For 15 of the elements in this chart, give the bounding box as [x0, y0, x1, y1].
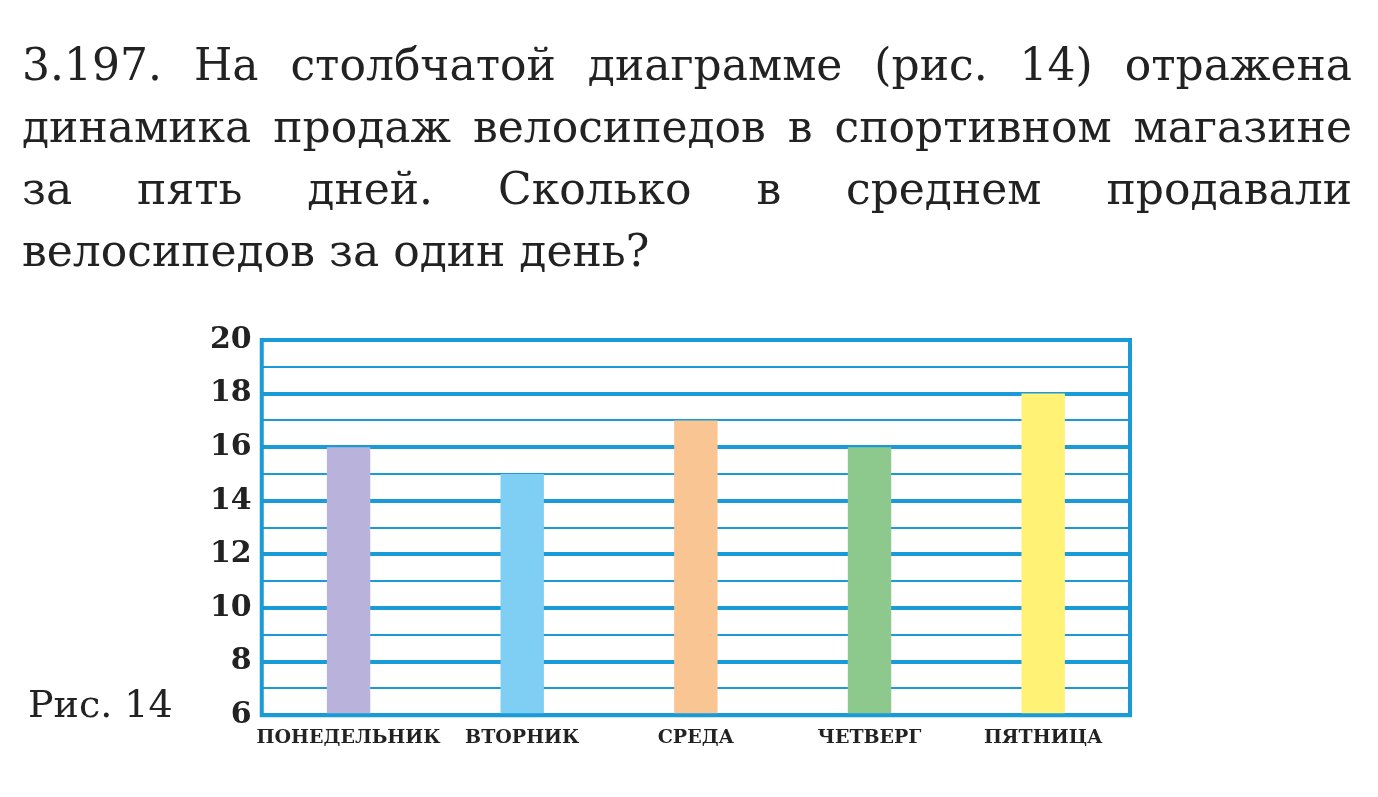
x-tick-label: ЧЕТВЕРГ — [817, 724, 922, 747]
x-tick-label: ПЯТНИЦА — [983, 724, 1103, 747]
x-tick-label: ПОНЕДЕЛЬНИК — [256, 724, 442, 747]
y-tick-label: 6 — [230, 695, 252, 730]
x-tick-label: СРЕДА — [657, 724, 735, 747]
chart-title: 3.197. На столбчатой диаграмме (рис. 14) отражена динамика продаж велосипедов в спортивном магазине за пять дней. Сколько в среднем продавали велосипедов за один день? — [22, 38, 1352, 278]
text: Рис. 14 — [28, 682, 173, 726]
y-tick-label: 18 — [210, 373, 252, 409]
y-tick-label: 12 — [210, 534, 252, 570]
y-tick-label: 8 — [230, 641, 252, 677]
y-tick-label: 14 — [210, 480, 252, 516]
y-tick-label: 16 — [210, 427, 252, 462]
x-tick-label: ВТОРНИК — [465, 724, 581, 747]
y-tick-label: 10 — [210, 587, 252, 623]
y-tick-label: 20 — [210, 319, 252, 355]
